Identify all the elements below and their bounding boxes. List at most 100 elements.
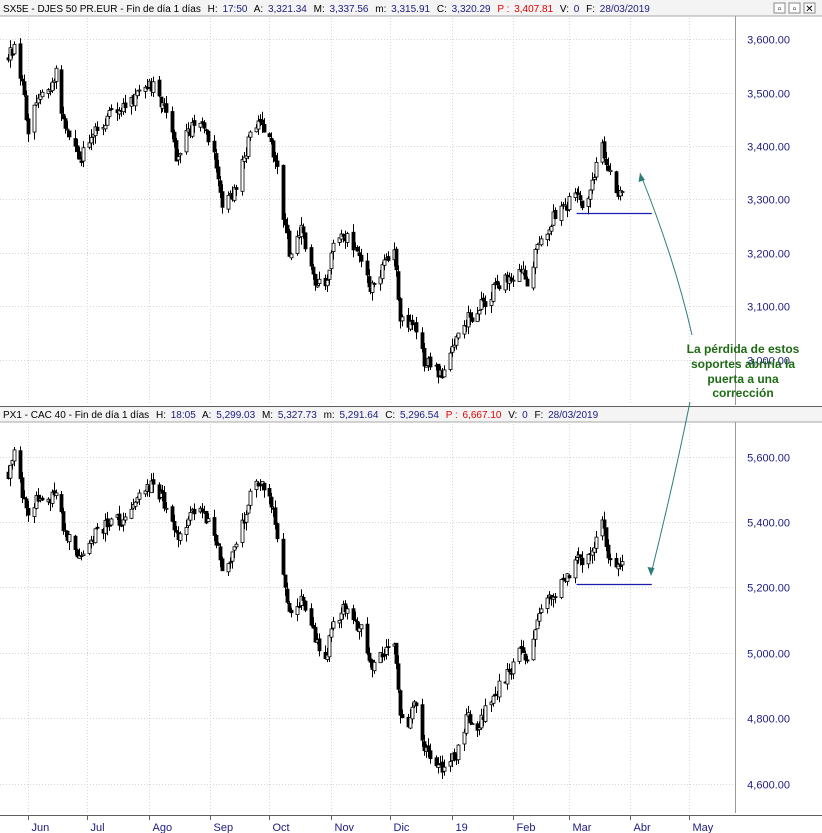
candle-body	[396, 271, 401, 300]
y-axis: 3,000.00 3,100.00 3,200.00 3,300.00 3,400.00…	[735, 16, 790, 405]
candle-body	[380, 264, 385, 280]
candle-body	[220, 558, 225, 572]
candle-body	[40, 497, 45, 501]
candle-body	[212, 517, 217, 536]
candle-body	[491, 695, 496, 704]
candle-body	[614, 557, 619, 568]
header-value: 5,296.54	[400, 410, 439, 421]
candle-body	[337, 620, 342, 624]
candle-body	[228, 561, 233, 564]
panel-cac40: PX1 - CAC 40 - Fin de día 1 días H: 18:0…	[0, 407, 822, 813]
candle-body	[301, 596, 306, 601]
y-axis: 4,600.00 4,800.00 5,000.00 5,200.00 5,400.00…	[735, 422, 790, 813]
candle-body	[117, 513, 122, 526]
candles	[6, 38, 625, 384]
candle-body	[192, 120, 197, 126]
candle-body	[428, 750, 433, 760]
x-tick-label: Oct	[273, 822, 290, 833]
candle-body	[586, 553, 591, 565]
maximize-button[interactable]	[788, 2, 801, 14]
candle-body	[309, 608, 314, 626]
header-value: 3,315.91	[391, 4, 430, 15]
candle-body	[216, 166, 221, 180]
candle-body	[331, 621, 336, 629]
candle-body	[8, 464, 13, 479]
y-tick-label: 5,000.00	[747, 649, 790, 661]
candle-body	[133, 501, 138, 507]
candle-body	[287, 230, 292, 257]
candle-body	[525, 278, 530, 287]
candle-body	[59, 69, 64, 114]
header-label: P :	[497, 4, 509, 15]
candle-body	[178, 153, 183, 156]
candle-body	[341, 233, 346, 237]
candle-body	[606, 544, 611, 559]
candle-body	[170, 111, 175, 133]
x-tick-label: 19	[456, 822, 468, 833]
candle-body	[176, 156, 181, 161]
header-value: 28/03/2019	[548, 410, 598, 421]
header-value: 18:05	[171, 410, 196, 421]
candle-body	[121, 519, 126, 526]
candle-body	[214, 535, 219, 546]
candle-body	[184, 130, 189, 153]
candle-body	[184, 527, 189, 536]
header-value: 5,291.64	[339, 410, 378, 421]
header-label: A:	[202, 410, 211, 421]
header-value: 3,320.29	[452, 4, 491, 15]
candle-body	[604, 158, 609, 165]
candle-body	[576, 193, 581, 195]
candle-body	[608, 558, 613, 561]
x-tick-label: Feb	[517, 822, 536, 833]
y-tick-label: 3,200.00	[747, 249, 790, 261]
minimize-button[interactable]	[773, 2, 786, 14]
candle-body	[20, 78, 25, 82]
annotation-line: puerta a una	[707, 372, 779, 386]
close-button[interactable]	[803, 2, 816, 14]
candle-body	[107, 524, 112, 527]
panel-header-text: PX1 - CAC 40 - Fin de día 1 días H: 18:0…	[3, 410, 599, 421]
candle-body	[394, 642, 399, 664]
candle-body	[204, 129, 209, 132]
y-tick-label: 3,600.00	[747, 35, 790, 47]
candle-body	[511, 279, 516, 282]
header-value: 17:50	[222, 4, 247, 15]
candle-body	[400, 714, 405, 719]
candle-body	[198, 122, 203, 128]
candle-body	[521, 647, 526, 653]
annotation-line: La pérdida de estos	[687, 342, 800, 356]
candle-body	[107, 109, 112, 117]
candle-body	[273, 155, 278, 162]
candle-body	[442, 766, 447, 772]
candle-body	[248, 131, 253, 138]
candle-body	[351, 608, 356, 620]
candle-body	[22, 81, 27, 96]
candle-body	[50, 491, 55, 504]
header-label: H:	[208, 4, 218, 15]
candle-body	[295, 606, 300, 616]
candle-body	[303, 600, 308, 611]
window-buttons: ▫ ▫ ✕	[773, 2, 816, 15]
header-value: 0	[574, 4, 580, 15]
candle-body	[267, 133, 272, 138]
candle-body	[329, 628, 334, 638]
candle-body	[269, 496, 274, 508]
header-label: V:	[560, 4, 569, 15]
header-label: m:	[375, 4, 386, 15]
candle-body	[553, 210, 558, 220]
annotation-line: corrección	[712, 386, 773, 400]
arrowhead-icon	[638, 173, 645, 182]
candle-body	[275, 160, 280, 167]
candle-body	[345, 608, 350, 614]
candle-body	[75, 145, 80, 152]
candle-body	[32, 104, 37, 133]
candle-body	[61, 113, 66, 120]
y-tick-label: 3,400.00	[747, 142, 790, 154]
candle-body	[232, 546, 237, 551]
candle-body	[162, 492, 167, 509]
candle-body	[283, 574, 288, 588]
candle-body	[454, 336, 459, 346]
candle-body	[289, 253, 294, 259]
candle-body	[61, 511, 66, 532]
x-tick-label: Ago	[153, 822, 173, 833]
